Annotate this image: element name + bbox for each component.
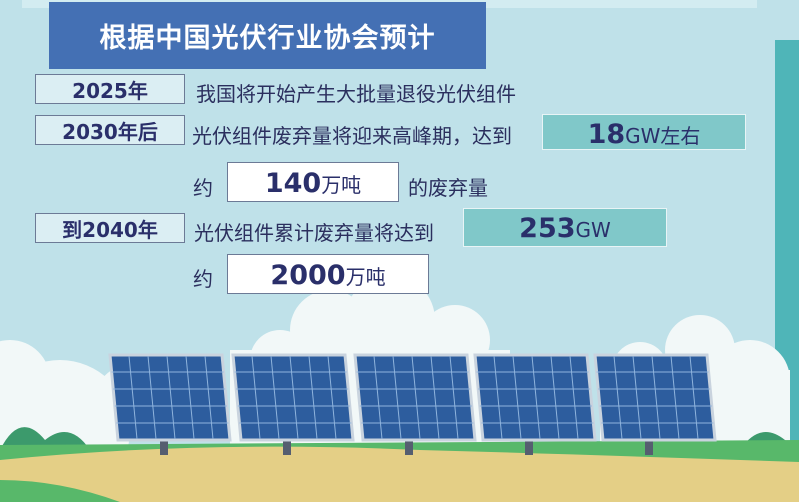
solar-panel	[473, 353, 597, 455]
label-2025: 2025年	[35, 74, 185, 104]
value-unit: GW左右	[625, 124, 701, 148]
solar-panel	[593, 353, 717, 455]
text-2040: 光伏组件累计废弃量将达到	[194, 221, 434, 245]
solar-panel	[108, 353, 232, 455]
label-2030: 2030年后	[35, 115, 185, 145]
prefix-about: 约	[193, 176, 213, 200]
text-2030: 光伏组件废弃量将迎来高峰期，达到	[192, 124, 512, 148]
prefix-about: 约	[193, 267, 213, 291]
solar-panel	[353, 353, 477, 455]
value-unit: GW	[575, 218, 611, 242]
value-unit: 万吨	[321, 173, 362, 197]
value-number: 18	[587, 119, 626, 150]
value-unit: 万吨	[345, 265, 386, 289]
value-2000-wan-tons: 2000 万吨	[227, 254, 429, 294]
label-2040: 到2040年	[35, 213, 185, 243]
solar-panels	[108, 353, 717, 455]
value-18gw: 18 GW左右	[542, 114, 746, 150]
value-253gw: 253 GW	[463, 208, 667, 247]
value-number: 140	[264, 168, 322, 199]
value-number: 253	[519, 213, 576, 244]
text-2025: 我国将开始产生大批量退役光伏组件	[196, 82, 516, 106]
page-title: 根据中国光伏行业协会预计	[49, 2, 486, 69]
value-number: 2000	[270, 260, 346, 291]
suffix-text: 的废弃量	[408, 176, 488, 200]
sand-path	[0, 446, 799, 502]
solar-panel	[231, 353, 355, 455]
value-140-wan-tons: 140 万吨	[227, 162, 399, 202]
